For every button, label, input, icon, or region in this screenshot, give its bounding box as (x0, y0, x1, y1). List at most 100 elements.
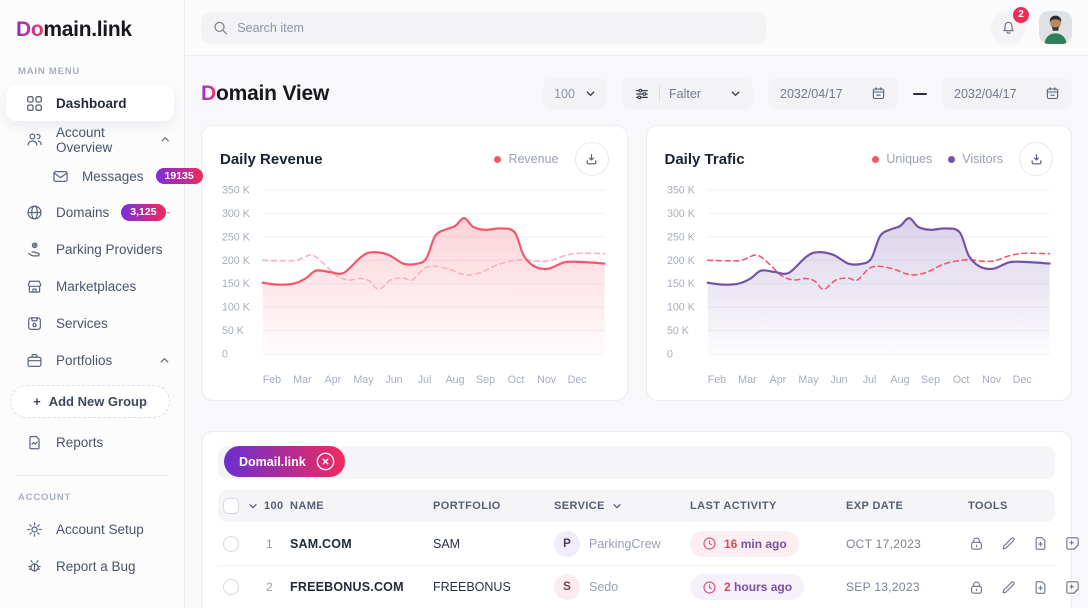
legend-item: Visitors (948, 152, 1003, 166)
rows-per-page-select[interactable]: 100 (248, 500, 290, 512)
svg-text:Sep: Sep (476, 374, 495, 386)
services-box-icon (28, 317, 41, 330)
svg-text:Nov: Nov (982, 374, 1002, 386)
search-input[interactable] (237, 20, 754, 35)
svg-text:Feb: Feb (263, 374, 281, 386)
svg-text:50 K: 50 K (666, 325, 689, 337)
svg-text:Oct: Oct (952, 374, 969, 386)
remove-filter-icon[interactable] (315, 451, 336, 472)
svg-text:0: 0 (666, 348, 672, 360)
last-activity-badge: 2 hours ago (690, 574, 805, 600)
add-new-group-button[interactable]: + Add New Group (10, 385, 170, 418)
sidebar-item-account-overview[interactable]: Account Overview (0, 121, 184, 158)
row-number: 2 (266, 580, 273, 594)
sidebar-item-reports[interactable]: Reports (0, 424, 184, 461)
service-name: ParkingCrew (589, 536, 661, 551)
download-chart-button[interactable] (1019, 142, 1053, 176)
svg-text:May: May (353, 374, 374, 386)
sidebar-item-services[interactable]: Services (0, 305, 184, 342)
edit-pencil-icon[interactable] (1000, 579, 1017, 596)
svg-text:300 K: 300 K (222, 208, 251, 220)
svg-text:Mar: Mar (293, 374, 312, 386)
filter-dropdown[interactable]: Falter (622, 78, 753, 109)
svg-text:150 K: 150 K (666, 278, 695, 290)
sidebar-item-parking-providers[interactable]: Parking Providers (0, 231, 184, 268)
sidebar-item-report-a-bug[interactable]: Report a Bug (0, 548, 184, 585)
date-from-picker[interactable]: 2032/04/17 (768, 78, 898, 109)
sidebar-item-domains[interactable]: Domains 3,125 (0, 194, 184, 231)
sidebar-item-marketplaces[interactable]: Marketplaces (0, 268, 184, 305)
daily-trafic-card: Daily Trafic Uniques Visitors 350 K 300 K 2… (645, 125, 1072, 401)
table-header-row: 100 NAME PORTFOLIO SERVICE LAST ACTIVITY… (218, 490, 1055, 522)
daily-revenue-card: Daily Revenue Revenue 350 K 300 K 250 K 200… (201, 125, 628, 401)
column-header-last-activity: LAST ACTIVITY (690, 500, 777, 512)
chevron-down-icon (731, 91, 740, 97)
app-logo: Domain.link (16, 18, 132, 41)
bug-icon (28, 560, 41, 572)
note-add-icon[interactable] (1064, 579, 1081, 596)
notification-count-badge: 2 (1013, 6, 1029, 23)
svg-text:May: May (798, 374, 819, 386)
svg-text:Dec: Dec (568, 374, 588, 386)
chevron-down-icon (166, 211, 170, 214)
svg-text:0: 0 (222, 348, 228, 360)
page-size-select[interactable]: 100 (543, 78, 607, 109)
file-plus-icon[interactable] (1032, 535, 1049, 552)
row-checkbox[interactable] (223, 579, 239, 595)
search-icon (214, 21, 228, 34)
svg-text:250 K: 250 K (222, 231, 251, 243)
service-cell: S Sedo (554, 574, 690, 600)
domains-table-card: Domail.link 100 NAME PORTFOLIO SERVICE L… (201, 431, 1079, 608)
svg-text:Apr: Apr (769, 374, 786, 386)
dashboard-grid-icon (27, 95, 42, 111)
chart-legend: Uniques Visitors (872, 152, 1003, 166)
plus-icon: + (33, 394, 41, 409)
sidebar-item-dashboard[interactable]: Dashboard (6, 85, 174, 121)
lock-icon[interactable] (968, 535, 985, 552)
note-add-icon[interactable] (1064, 535, 1081, 552)
service-avatar: S (554, 574, 580, 600)
date-range-dash (913, 92, 927, 95)
table-filter-bar: Domail.link (218, 446, 1055, 479)
row-checkbox[interactable] (223, 535, 239, 552)
svg-text:350 K: 350 K (666, 184, 695, 196)
portfolio-name: FREEBONUS (433, 580, 511, 594)
chevron-down-icon (249, 504, 257, 509)
tools-cell (968, 535, 1081, 552)
svg-text:Jun: Jun (385, 374, 402, 386)
chart-title: Daily Revenue (220, 150, 323, 168)
svg-text:300 K: 300 K (666, 208, 695, 220)
column-header-service[interactable]: SERVICE (554, 500, 690, 512)
service-name: Sedo (589, 580, 619, 594)
svg-text:Jul: Jul (418, 374, 432, 386)
svg-text:200 K: 200 K (666, 255, 695, 267)
svg-text:Feb: Feb (707, 374, 725, 386)
last-activity-badge: 16 min ago (690, 530, 799, 557)
user-avatar[interactable] (1039, 11, 1072, 44)
filter-chip-domail-link[interactable]: Domail.link (224, 446, 345, 477)
sidebar-item-messages[interactable]: Messages 19135 (0, 158, 203, 194)
svg-text:100 K: 100 K (666, 302, 695, 314)
date-to-picker[interactable]: 2032/04/17 (942, 78, 1072, 109)
sidebar-item-account-setup[interactable]: Account Setup (0, 511, 184, 548)
notifications-button[interactable]: 2 (991, 6, 1029, 45)
file-plus-icon[interactable] (1032, 579, 1049, 596)
table-body: 1 SAM.COM SAM P ParkingCrew 16 min ago O… (218, 522, 1079, 608)
svg-text:Sep: Sep (921, 374, 940, 386)
legend-dot (948, 155, 956, 163)
last-activity-cell: 16 min ago (690, 530, 846, 557)
download-chart-button[interactable] (574, 142, 609, 176)
svg-text:Mar: Mar (738, 374, 757, 386)
lock-icon[interactable] (968, 579, 985, 596)
sidebar-divider (16, 475, 168, 476)
topbar: 2 (185, 0, 1088, 56)
clock-icon (703, 537, 716, 550)
svg-text:Nov: Nov (537, 374, 557, 386)
svg-text:200 K: 200 K (222, 255, 251, 267)
select-all-checkbox[interactable] (223, 498, 239, 514)
edit-pencil-icon[interactable] (1000, 535, 1017, 552)
table-row: 1 SAM.COM SAM P ParkingCrew 16 min ago O… (218, 522, 1079, 565)
bell-icon (1002, 21, 1014, 34)
sidebar-item-portfolios[interactable]: Portfolios (0, 342, 184, 379)
calendar-icon (872, 87, 885, 100)
